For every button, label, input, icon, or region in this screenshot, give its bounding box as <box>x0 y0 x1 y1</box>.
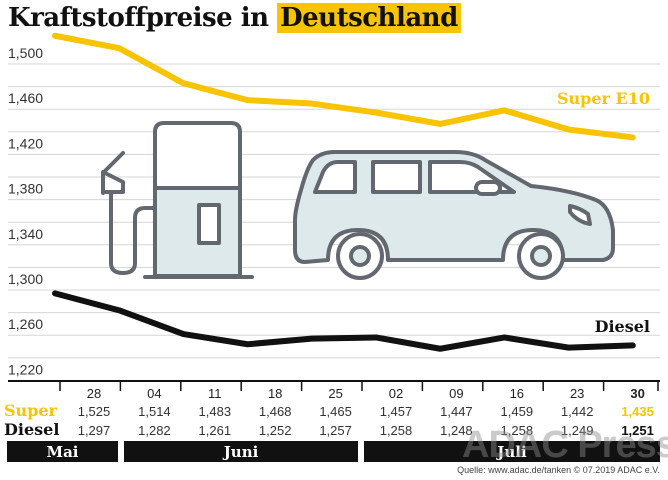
x-tick-label: 04 <box>147 386 161 401</box>
source-credit: Quelle: www.adac.de/tanken © 07.2019 ADA… <box>457 465 660 475</box>
series-line-super <box>52 32 636 141</box>
chart-title: Kraftstoffpreise in Deutschland <box>8 2 461 34</box>
month-bar <box>124 441 358 462</box>
title-text: Kraftstoffpreise in <box>8 3 269 33</box>
y-tick-label: 1,260 <box>8 316 43 332</box>
table-value: 1,525 <box>78 404 111 419</box>
x-tick-label: 23 <box>570 386 584 401</box>
month-label: Mai <box>46 443 78 461</box>
table-value: 1,447 <box>440 404 473 419</box>
x-tick-label: 18 <box>268 386 282 401</box>
legend-diesel: Diesel <box>595 317 650 336</box>
title-highlight: Deutschland <box>277 3 461 33</box>
y-tick-label: 1,300 <box>8 271 43 287</box>
x-tick-label: 09 <box>449 386 463 401</box>
table-value: 1,457 <box>380 404 413 419</box>
row-label-diesel: Diesel <box>4 420 59 439</box>
x-tick-label: 02 <box>389 386 403 401</box>
watermark: ADAC Presse <box>462 424 668 466</box>
table-value: 1,258 <box>380 423 413 438</box>
y-tick-label: 1,420 <box>8 135 43 151</box>
table-value: 1,483 <box>199 404 232 419</box>
table-value: 1,248 <box>440 423 473 438</box>
table-value: 1,459 <box>501 404 534 419</box>
y-tick-label: 1,340 <box>8 226 43 242</box>
table-value: 1,442 <box>561 404 594 419</box>
table-value: 1,468 <box>259 404 292 419</box>
x-tick-label: 28 <box>87 386 101 401</box>
y-tick-label: 1,500 <box>8 45 43 61</box>
table-value: 1,297 <box>78 423 111 438</box>
table-value: 1,257 <box>319 423 352 438</box>
table-value: 1,258 <box>501 423 534 438</box>
table-value: 1,465 <box>319 404 352 419</box>
x-tick-label: 25 <box>328 386 342 401</box>
table-value: 1,249 <box>561 423 594 438</box>
x-tick-label: 30 <box>630 386 644 401</box>
row-label-super: Super <box>4 401 58 420</box>
month-bar <box>7 441 118 462</box>
y-tick-label: 1,220 <box>8 361 43 377</box>
series-line-diesel <box>52 290 636 352</box>
month-bar <box>364 441 660 462</box>
x-tick-label: 16 <box>510 386 524 401</box>
table-value: 1,435 <box>621 404 654 419</box>
month-label: Juli <box>495 443 527 461</box>
y-tick-label: 1,380 <box>8 181 43 197</box>
x-tick-label: 11 <box>208 386 222 401</box>
y-tick-label: 1,460 <box>8 90 43 106</box>
table-value: 1,251 <box>621 423 654 438</box>
table-value: 1,252 <box>259 423 292 438</box>
car-icon <box>293 150 615 280</box>
gas-pump-icon <box>101 121 254 279</box>
table-value: 1,261 <box>199 423 232 438</box>
table-value: 1,514 <box>138 404 171 419</box>
month-label: Juni <box>222 443 259 461</box>
legend-super-e10: Super E10 <box>557 89 650 108</box>
table-value: 1,282 <box>138 423 171 438</box>
